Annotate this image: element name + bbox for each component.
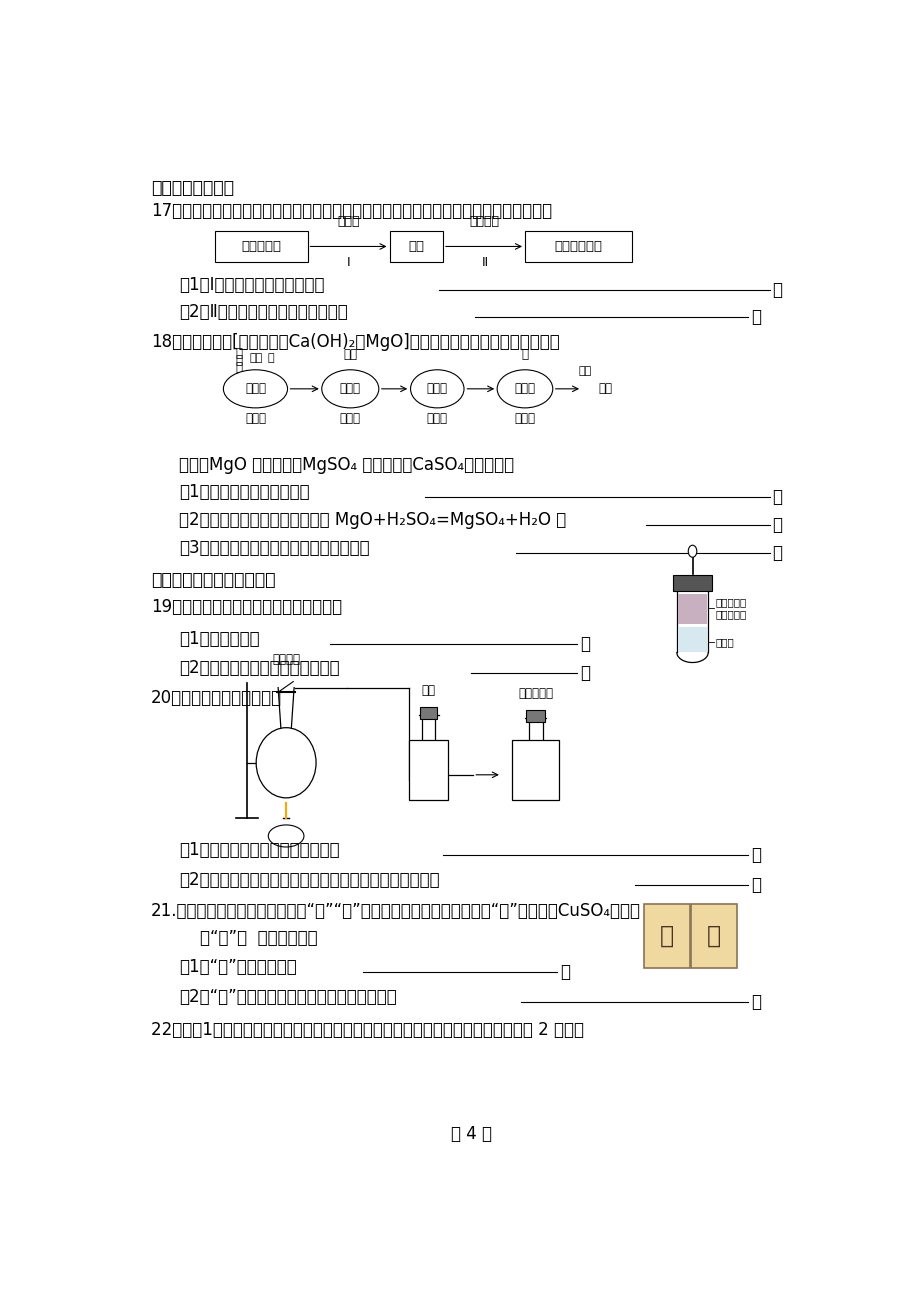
FancyBboxPatch shape xyxy=(677,628,706,652)
Text: 。: 。 xyxy=(772,516,781,534)
Text: 21.用粗木棍在涂有蜡的锌板上写“明”“和”两个字，露出下面的锌板。向“明”字上滴加CuSO₄溶液，: 21.用粗木棍在涂有蜡的锌板上写“明”“和”两个字，露出下面的锌板。向“明”字上… xyxy=(151,902,640,921)
Text: 过滤器: 过滤器 xyxy=(426,413,448,426)
Text: 产品: 产品 xyxy=(597,383,612,396)
Text: （1）高锰酸钾分解的化学方程式为: （1）高锰酸钾分解的化学方程式为 xyxy=(179,841,339,859)
Text: 澄清石灰水: 澄清石灰水 xyxy=(517,686,552,699)
Text: 和: 和 xyxy=(706,924,720,948)
Text: 反应器: 反应器 xyxy=(339,383,360,396)
Text: 高锰酸钾: 高锰酸钾 xyxy=(272,652,300,665)
FancyBboxPatch shape xyxy=(677,594,706,625)
Text: （1）“明”字上的现象是: （1）“明”字上的现象是 xyxy=(179,958,297,976)
Text: 【生产实际分析】: 【生产实际分析】 xyxy=(151,180,233,198)
Ellipse shape xyxy=(322,370,379,408)
Text: 17．利用生锈废铁屑和钛白废酸（含硫酸、硫酸亚铁）制备硫酸亚铁的主要转化过程如下: 17．利用生锈废铁屑和钛白废酸（含硫酸、硫酸亚铁）制备硫酸亚铁的主要转化过程如下 xyxy=(151,202,551,220)
Text: （2）Ⅱ中反应属于基本反应类型中的: （2）Ⅱ中反应属于基本反应类型中的 xyxy=(179,302,347,320)
Text: 干燥: 干燥 xyxy=(578,366,591,376)
FancyBboxPatch shape xyxy=(420,707,437,719)
Ellipse shape xyxy=(410,370,463,408)
Text: 反应器: 反应器 xyxy=(339,413,360,426)
Text: 稀盐酸: 稀盐酸 xyxy=(337,215,359,228)
FancyBboxPatch shape xyxy=(673,575,711,591)
Ellipse shape xyxy=(255,728,316,798)
Text: 洗涤槽: 洗涤槽 xyxy=(514,383,535,396)
Text: （2）该实验说明分子具有的性质是: （2）该实验说明分子具有的性质是 xyxy=(179,659,339,677)
FancyBboxPatch shape xyxy=(215,232,307,262)
Text: 【基本实验及其原理分析】: 【基本实验及其原理分析】 xyxy=(151,572,275,590)
Text: 浓盐酸: 浓盐酸 xyxy=(715,638,733,647)
FancyBboxPatch shape xyxy=(643,904,689,969)
FancyBboxPatch shape xyxy=(525,232,631,262)
Text: （3）上述流程中，用于分离提纯的设备有: （3）上述流程中，用于分离提纯的设备有 xyxy=(179,539,369,557)
Text: 配浆罐: 配浆罐 xyxy=(244,413,266,426)
Text: 石蕊小纸花: 石蕊小纸花 xyxy=(715,609,746,620)
Text: 粉碎: 粉碎 xyxy=(249,353,263,363)
Text: 生锈废铁屑: 生锈废铁屑 xyxy=(241,240,281,253)
Text: 水: 水 xyxy=(521,348,528,361)
Text: 湿润的紫色: 湿润的紫色 xyxy=(715,598,746,607)
Text: 19．用右图装置进行实验，挤出浓盐酸。: 19．用右图装置进行实验，挤出浓盐酸。 xyxy=(151,599,341,616)
Ellipse shape xyxy=(687,546,696,557)
Text: 水: 水 xyxy=(267,353,274,363)
Text: 向“和”字  上滴加盐酸。: 向“和”字 上滴加盐酸。 xyxy=(179,930,317,948)
Text: 。: 。 xyxy=(560,963,569,982)
Text: 18．利用电石渣[主要成分为Ca(OH)₂、MgO]制备硫酸钙的主要工艺流程如下：: 18．利用电石渣[主要成分为Ca(OH)₂、MgO]制备硫酸钙的主要工艺流程如下… xyxy=(151,333,559,350)
FancyBboxPatch shape xyxy=(512,740,558,799)
Text: 过滤器: 过滤器 xyxy=(426,383,448,396)
Text: （1）实验现象是: （1）实验现象是 xyxy=(179,630,259,648)
Text: （2）能说明木炭在氧气中燃烧的产物为二氧化碳的现象是: （2）能说明木炭在氧气中燃烧的产物为二氧化碳的现象是 xyxy=(179,871,439,889)
FancyBboxPatch shape xyxy=(389,232,443,262)
Text: 木炭: 木炭 xyxy=(421,684,436,697)
Ellipse shape xyxy=(223,370,288,408)
Ellipse shape xyxy=(268,825,303,848)
Text: 渣: 渣 xyxy=(235,361,243,374)
Text: 20．用下图装置进行实验。: 20．用下图装置进行实验。 xyxy=(151,689,281,707)
Text: 第 4 页: 第 4 页 xyxy=(450,1125,492,1143)
Text: 。: 。 xyxy=(772,544,781,562)
FancyBboxPatch shape xyxy=(690,904,736,969)
Text: 电: 电 xyxy=(235,346,243,359)
Text: （1）反应器中搅拌的目的是: （1）反应器中搅拌的目的是 xyxy=(179,483,310,501)
Text: 。: 。 xyxy=(579,664,589,681)
Text: （2）“和”字上产生气泡，用化学方程式解释：: （2）“和”字上产生气泡，用化学方程式解释： xyxy=(179,988,396,1006)
Text: 配浆罐: 配浆罐 xyxy=(244,383,266,396)
Text: Ⅰ: Ⅰ xyxy=(346,256,350,270)
Text: 铁屑: 铁屑 xyxy=(408,240,424,253)
Text: Ⅱ: Ⅱ xyxy=(481,256,487,270)
Text: 硫酸亚铁溶液: 硫酸亚铁溶液 xyxy=(554,240,602,253)
Text: 明: 明 xyxy=(659,924,674,948)
Text: 。: 。 xyxy=(772,488,781,506)
Text: 洗涤槽: 洗涤槽 xyxy=(514,413,535,426)
Text: 。: 。 xyxy=(772,280,781,298)
Text: 22．用图1装置进行实验，先后将溶液快速全部推入，测得一段时间内压强变化如图 2 所示。: 22．用图1装置进行实验，先后将溶液快速全部推入，测得一段时间内压强变化如图 2… xyxy=(151,1022,583,1039)
Text: 硫酸: 硫酸 xyxy=(343,348,357,361)
Text: 。: 。 xyxy=(750,846,760,865)
Text: 石: 石 xyxy=(235,354,243,367)
Text: 。: 。 xyxy=(750,307,760,326)
Text: 。: 。 xyxy=(579,635,589,654)
Ellipse shape xyxy=(496,370,552,408)
Text: 。: 。 xyxy=(750,993,760,1012)
Text: 。: 。 xyxy=(750,876,760,894)
Text: （1）Ⅰ中除铁锈的化学方程式为: （1）Ⅰ中除铁锈的化学方程式为 xyxy=(179,276,324,293)
Text: 钛白废酸: 钛白废酸 xyxy=(469,215,498,228)
Text: 已知：MgO 难溶于水；MgSO₄ 易溶于水；CaSO₄微溶于水。: 已知：MgO 难溶于水；MgSO₄ 易溶于水；CaSO₄微溶于水。 xyxy=(179,456,514,474)
FancyBboxPatch shape xyxy=(409,740,448,799)
Text: （2）反应器中发生的反应主要有 MgO+H₂SO₄=MgSO₄+H₂O 和: （2）反应器中发生的反应主要有 MgO+H₂SO₄=MgSO₄+H₂O 和 xyxy=(179,512,566,529)
FancyBboxPatch shape xyxy=(526,710,544,721)
